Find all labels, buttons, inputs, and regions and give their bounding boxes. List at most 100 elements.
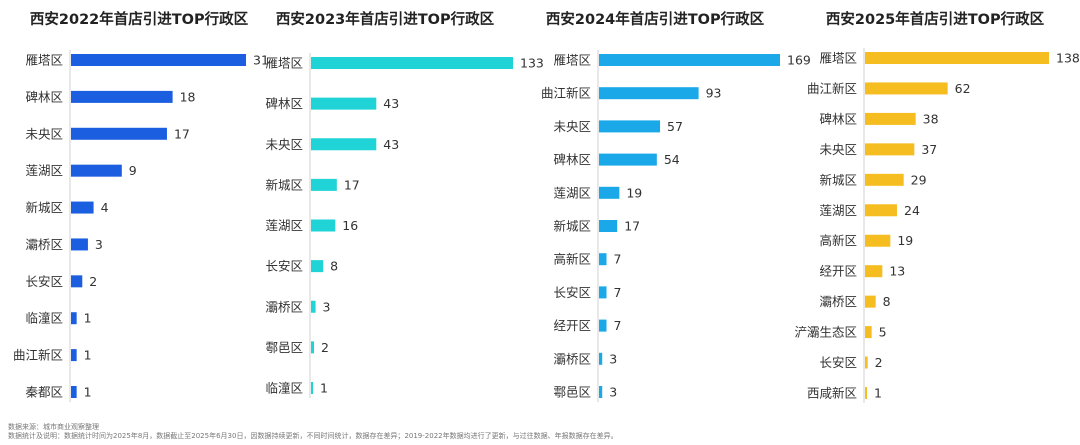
bar [71, 238, 88, 251]
bar [599, 120, 661, 133]
bar [599, 220, 618, 232]
value-label: 31 [253, 53, 269, 68]
value-label: 62 [955, 81, 971, 96]
value-label: 2 [321, 340, 329, 355]
bar [311, 300, 316, 313]
bar [865, 326, 872, 339]
value-label: 3 [95, 237, 103, 252]
bar [599, 286, 607, 299]
category-label: 莲湖区 [25, 163, 63, 178]
category-label: 新城区 [265, 177, 303, 192]
bar [311, 341, 315, 354]
value-label: 133 [520, 56, 544, 71]
category-label: 新城区 [25, 200, 63, 215]
bar [865, 204, 897, 217]
value-label: 38 [923, 111, 939, 126]
bar [311, 178, 337, 191]
value-label: 18 [180, 89, 196, 104]
value-label: 37 [921, 142, 937, 157]
chart-title-2023: 西安2023年首店引进TOP行政区 [275, 12, 495, 28]
category-label: 未央区 [265, 137, 303, 152]
value-label: 2 [89, 274, 97, 289]
bar [865, 173, 904, 186]
bar [311, 382, 313, 394]
bar [311, 219, 336, 232]
value-label: 17 [174, 126, 190, 141]
bar [71, 349, 77, 362]
category-label: 未央区 [553, 119, 591, 134]
value-label: 7 [613, 318, 621, 333]
footnote-note: 数据统计及说明：数据统计时间为2025年8月，数据截止至2025年6月30日，因… [8, 432, 618, 440]
bar [71, 127, 167, 140]
bar [865, 112, 916, 125]
category-label: 长安区 [553, 285, 591, 300]
chart-title-2024: 西安2024年首店引进TOP行政区 [545, 12, 765, 28]
category-label: 长安区 [819, 355, 857, 370]
category-label: 灞桥区 [25, 237, 63, 252]
bar [599, 153, 657, 166]
value-label: 13 [889, 264, 905, 279]
category-label: 临潼区 [265, 381, 303, 396]
value-label: 8 [883, 294, 891, 309]
category-label: 莲湖区 [819, 203, 857, 218]
category-label: 曲江新区 [807, 81, 857, 96]
value-label: 17 [624, 219, 640, 234]
category-label: 高新区 [553, 252, 591, 267]
chart-panel-2022: 西安2022年首店引进TOP行政区 雁塔区 31 碑林区 18 未央区 17 莲湖区 9 新城区… [8, 0, 270, 425]
bar [865, 295, 876, 308]
category-label: 莲湖区 [265, 218, 303, 233]
value-label: 3 [609, 385, 617, 400]
value-label: 4 [101, 200, 109, 215]
category-label: 未央区 [819, 142, 857, 157]
bar [71, 164, 122, 177]
bar [71, 90, 173, 103]
bar [599, 54, 780, 66]
bar [865, 82, 948, 95]
bar [71, 54, 246, 66]
chart-panel-2025: 西安2025年首店引进TOP行政区 雁塔区 138 曲江新区 62 碑林区 38 未央区 37… [790, 0, 1080, 425]
footnote-source: 数据来源：城市商业观察整理 [8, 423, 99, 431]
bar [311, 138, 377, 151]
bar [865, 356, 868, 369]
category-label: 灞桥区 [819, 294, 857, 309]
category-label: 鄠邑区 [265, 340, 303, 355]
chart-title-2025: 西安2025年首店引进TOP行政区 [825, 12, 1045, 28]
category-label: 雁塔区 [265, 56, 303, 71]
bar [71, 201, 94, 214]
charts-container: 西安2022年首店引进TOP行政区 雁塔区 31 碑林区 18 未央区 17 莲湖区 9 新城区… [8, 0, 1080, 425]
value-label: 7 [613, 285, 621, 300]
value-label: 3 [323, 299, 331, 314]
bar [71, 386, 77, 398]
category-label: 秦都区 [25, 385, 63, 400]
value-label: 1 [84, 311, 92, 326]
category-label: 曲江新区 [13, 348, 63, 363]
category-label: 新城区 [819, 172, 857, 187]
bar [865, 143, 915, 156]
category-label: 碑林区 [553, 152, 591, 167]
category-label: 碑林区 [25, 89, 63, 104]
category-label: 灞桥区 [265, 299, 303, 314]
value-label: 54 [664, 152, 680, 167]
bar [599, 87, 699, 100]
category-label: 未央区 [25, 126, 63, 141]
chart-panel-2023: 西安2023年首店引进TOP行政区 雁塔区 133 碑林区 43 未央区 43 新城区 17 莲… [250, 0, 544, 425]
bar [865, 387, 867, 399]
bar [311, 97, 377, 110]
value-label: 57 [667, 119, 683, 134]
chart-2022: 雁塔区 31 碑林区 18 未央区 17 莲湖区 9 新城区 4 灞桥区 3 长安区 2 临潼区 1 曲江新区 1… [13, 50, 269, 402]
category-label: 浐灞生态区 [794, 325, 857, 340]
category-label: 经开区 [819, 264, 857, 279]
chart-panel-2024: 西安2024年首店引进TOP行政区 雁塔区 169 曲江新区 93 未央区 57 碑林区 54… [520, 0, 811, 425]
value-label: 19 [897, 233, 913, 248]
category-label: 曲江新区 [541, 86, 591, 101]
bar [311, 260, 324, 273]
category-label: 鄠邑区 [553, 385, 591, 400]
category-label: 碑林区 [265, 96, 303, 111]
value-label: 16 [342, 218, 358, 233]
value-label: 2 [875, 355, 883, 370]
value-label: 29 [911, 172, 927, 187]
category-label: 西咸新区 [807, 386, 857, 401]
category-label: 高新区 [819, 233, 857, 248]
bar [865, 265, 883, 278]
